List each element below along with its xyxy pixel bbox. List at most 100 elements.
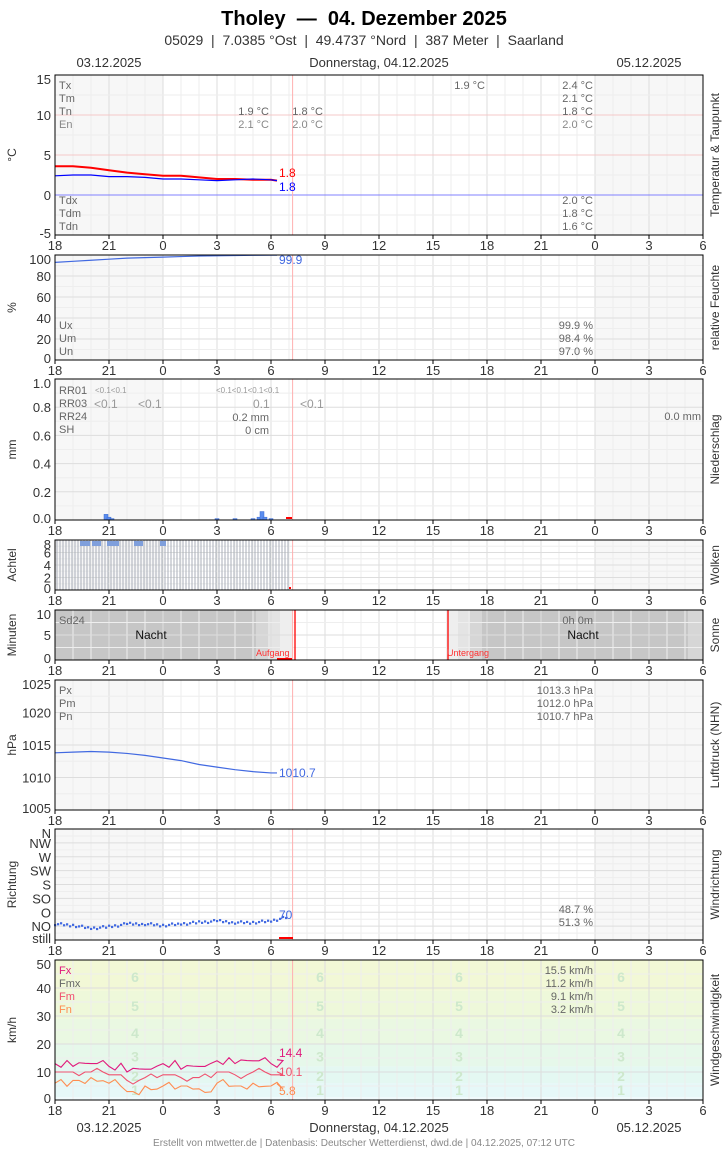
x-tick-label: 6 [699, 593, 706, 608]
series-P [54, 750, 277, 774]
stat-label: Fm [59, 991, 75, 1003]
stat-value: 1.8 °C [562, 208, 593, 220]
x-tick-label: 0 [591, 663, 598, 678]
y-tick-label: 0 [44, 581, 51, 596]
x-tick-label: 6 [699, 943, 706, 958]
y-tick-label: NO [32, 919, 52, 934]
panel-title: Windrichtung [708, 849, 722, 919]
y-tick-label: 60 [37, 290, 51, 305]
wind-direction-point [237, 921, 240, 924]
x-tick-label: 18 [48, 523, 62, 538]
precipitation-stats: RR01 RR03 RR24 SH <0.1<0.1 <0.1<0.1<0.1<… [59, 385, 701, 437]
wind-direction-point [210, 920, 213, 923]
plot-frame [54, 539, 704, 591]
x-tick-label: 0 [159, 238, 166, 253]
x-tick-label: 3 [213, 1103, 220, 1118]
credits: Erstellt von mtwetter.de | Datenbasis: D… [153, 1138, 575, 1149]
rr03-value: <0.1 [94, 397, 118, 411]
beaufort-label: 3 [316, 1049, 324, 1065]
y-tick-label: -5 [39, 226, 51, 241]
y-tick-label: 2 [44, 571, 51, 586]
stat-value: 1013.3 hPa [537, 685, 594, 697]
beaufort-label: 4 [617, 1025, 625, 1041]
wind-direction-point [222, 921, 225, 924]
y-tick-label: N [42, 826, 51, 841]
stat-value: 15.5 km/h [545, 965, 593, 977]
y-tick-label: 0.2 [33, 485, 51, 500]
beaufort-label: 1 [455, 1082, 463, 1098]
stat-value: 3.2 km/h [551, 1004, 593, 1016]
wind-direction-point [69, 925, 72, 928]
x-tick-label: 21 [534, 663, 548, 678]
stat-label: Pn [59, 711, 72, 723]
station-info: 05029 | 7.0385 °Ost | 49.4737 °Nord | 38… [164, 32, 563, 48]
missing-data-marker [279, 937, 293, 939]
stat-label: RR01 [59, 385, 87, 397]
x-tick-label: 18 [48, 813, 62, 828]
beaufort-label: 2 [316, 1068, 324, 1084]
stat-value: 1012.0 hPa [537, 698, 594, 710]
rr01-values: <0.1<0.1 [95, 386, 127, 395]
wind-direction-point [135, 922, 138, 925]
beaufort-label: 4 [131, 1025, 139, 1041]
plot-frame [54, 74, 704, 236]
x-tick-label: 0 [159, 593, 166, 608]
wind-direction-point [195, 922, 198, 925]
wind-direction-point [120, 923, 123, 927]
x-tick-label: 9 [321, 363, 328, 378]
wind-direction-point [60, 922, 63, 925]
x-tick-label: 21 [534, 943, 548, 958]
y-tick-label: 0 [44, 188, 51, 203]
x-tick-label: 9 [321, 663, 328, 678]
stat-label: Tdm [59, 208, 81, 220]
plot-frame [54, 378, 704, 521]
x-tick-label: 0 [159, 1103, 166, 1118]
panel-title: Wolken [708, 545, 722, 585]
x-tick-label: 18 [48, 1103, 62, 1118]
x-tick-label: 12 [372, 363, 386, 378]
wind-direction-point [75, 925, 78, 929]
panel-title: Sonne [708, 617, 722, 652]
x-tick-label: 3 [645, 363, 652, 378]
beaufort-label: 3 [455, 1049, 463, 1065]
wind-direction-point [90, 927, 93, 931]
x-tick-label: 18 [48, 238, 62, 253]
stat-label: Um [59, 333, 76, 345]
x-tick-label: 0 [591, 523, 598, 538]
x-tick-label: 0 [159, 943, 166, 958]
cloud-marker [107, 541, 119, 546]
wind-direction-point [159, 925, 162, 928]
stat-label: Ux [59, 320, 73, 332]
stat-label: Tn [59, 106, 72, 118]
plot-frame [54, 828, 704, 941]
beaufort-label: 2 [131, 1068, 139, 1084]
stat-value: 51.3 % [559, 917, 593, 929]
plot-frame [54, 679, 704, 811]
rr03-value: <0.1 [138, 397, 162, 411]
x-tick-label: 21 [534, 363, 548, 378]
stat-label: Fx [59, 965, 72, 977]
y-tick-label: 15 [37, 72, 51, 87]
x-tick-label: 6 [699, 238, 706, 253]
wind-direction-point [207, 921, 210, 925]
wind-direction-point [255, 922, 258, 925]
wind-direction-point [213, 919, 216, 922]
wind-direction-point [153, 924, 156, 927]
wind-direction-point [279, 917, 282, 920]
humidity-stats: 99.9 Ux Um Un 99.9 % 98.4 % 97.0 % [59, 253, 593, 358]
wind-direction-point [114, 924, 117, 927]
x-tick-label: 18 [480, 1103, 494, 1118]
wind-direction-point [261, 919, 264, 922]
wind-direction-point [204, 920, 207, 923]
footer-date-left: 03.12.2025 [76, 1120, 141, 1135]
x-tick-label: 9 [321, 593, 328, 608]
x-tick-label: 15 [426, 363, 440, 378]
stat-value: 1.6 °C [562, 221, 593, 233]
x-tick-label: 21 [534, 593, 548, 608]
snow-height-value: 0 cm [245, 425, 269, 437]
x-tick-label: 0 [159, 813, 166, 828]
wind-direction-point [81, 924, 84, 927]
x-tick-label: 21 [102, 593, 116, 608]
x-tick-label: 6 [699, 363, 706, 378]
